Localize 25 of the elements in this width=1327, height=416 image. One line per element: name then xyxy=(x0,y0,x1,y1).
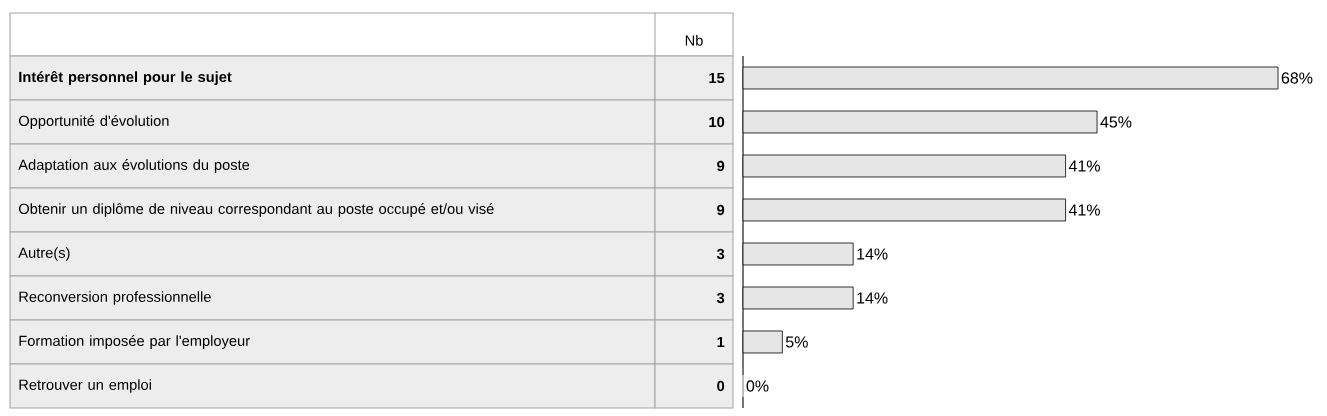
y-tick-label: Retrouver un emploi xyxy=(19,379,151,393)
text: 3 xyxy=(716,248,725,260)
data-label: 45% xyxy=(1100,116,1132,128)
data-label: 41% xyxy=(1068,204,1100,216)
text: 15 xyxy=(709,72,725,84)
text: 10 xyxy=(709,116,725,128)
y-tick-label: Autre(s) xyxy=(18,247,70,261)
y-tick-label: Intérêt personnel pour le sujet xyxy=(19,71,232,85)
text: Nb xyxy=(685,34,703,46)
text: 9 xyxy=(717,204,725,216)
data-label: 0% xyxy=(746,380,769,392)
y-tick-label: Obtenir un diplôme de niveau correspondant au poste occupé et/ou visé xyxy=(18,203,494,217)
text: 9 xyxy=(717,160,725,172)
data-label: 14% xyxy=(857,292,888,304)
text: 0 xyxy=(717,380,725,392)
text: 1 xyxy=(717,336,725,348)
text: 3 xyxy=(716,292,725,304)
y-tick-label: Formation imposée par l'employeur xyxy=(19,335,250,349)
y-tick-label: Adaptation aux évolutions du poste xyxy=(18,159,250,173)
data-label: 41% xyxy=(1068,160,1100,172)
data-label: 14% xyxy=(857,248,888,260)
y-tick-label: Reconversion professionnelle xyxy=(19,291,211,305)
y-tick-label: Opportunité d'évolution xyxy=(18,115,169,129)
data-label: 5% xyxy=(785,336,808,348)
data-label: 68% xyxy=(1281,72,1313,84)
